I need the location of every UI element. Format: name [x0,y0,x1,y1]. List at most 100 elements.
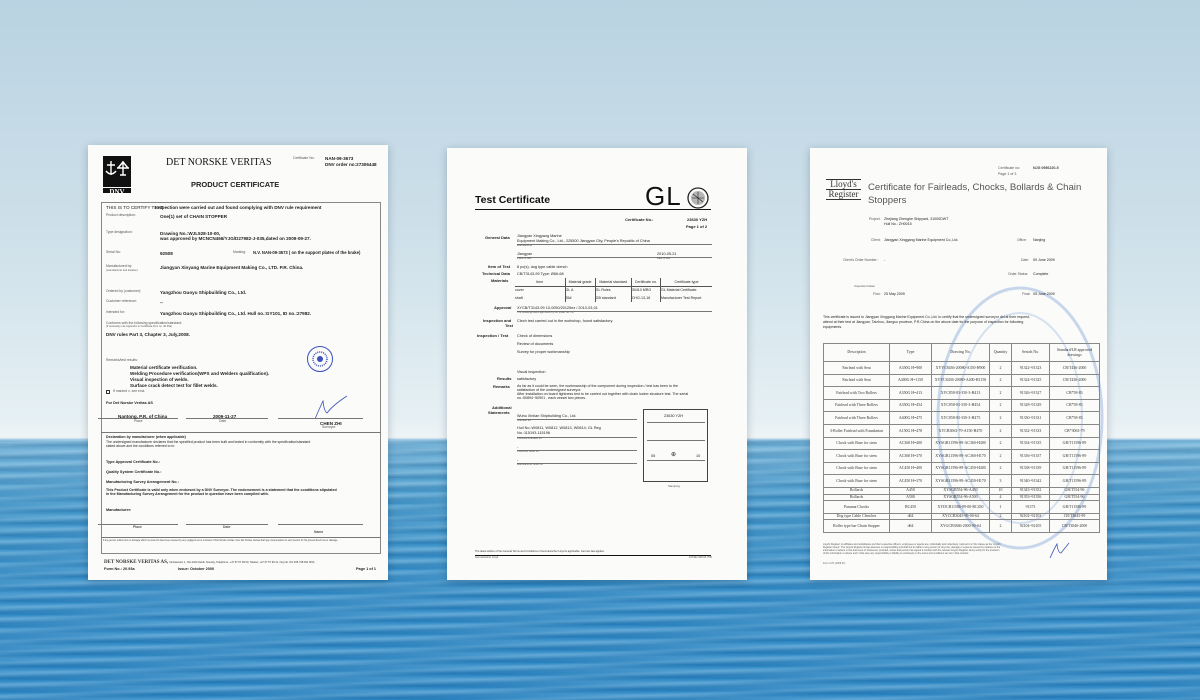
item-label: Item of Test [488,264,511,269]
remarks-label: Remarks/test results: [106,358,138,362]
table-cell: XYC858-83-350-3-H413 [931,386,990,400]
table-row: 3-Roller Fairlead with Foundation A150G H… [823,423,1100,438]
table-cell: XYSGB11596-89-AC360-H170 [931,449,990,463]
office-label: Office: [1017,238,1027,242]
field-line [517,311,712,312]
general-label: General Data [485,235,510,240]
table-cell: XYSGB554-96-A500 [931,493,990,502]
inspection-test-label-2: Test [505,323,513,328]
table-cell: 91332~91333 [1011,423,1050,438]
table-cell: shaft [515,296,523,300]
column-header: Drawing No. [931,343,990,362]
project-hull: Hull No.: ZH0015 [884,222,912,226]
place-value: Jiangyan [517,252,533,256]
table-cell: 91343~91352 [1011,486,1050,495]
dnv-logo: DNV [103,156,131,196]
stamp-line [647,422,705,423]
materials-table: Item Material grade Material standard Ce… [515,278,712,302]
table-cell: XYDCB11586-89-00-BC450 [931,500,990,514]
table-row: Chock with Base for stem AC450 H=400 XYSGB… [823,461,1100,476]
table-cell: CB/T3846-2000 [1049,519,1100,533]
approval-note: The drawings were approved by GL under r… [517,311,575,314]
table-cell: cover [515,288,524,293]
stamp-year: 10 [696,454,701,458]
table-row: Dog type Cable Clenches d64 XYCCB3045-99-0… [823,512,1100,521]
manufactured-label: Manufactured by: [106,264,133,268]
column-header: Standard/LR approved drawings [1049,343,1100,362]
stamp-line [647,460,705,461]
stamping-label: Stamping [668,484,680,488]
table-cell: Fairlead with Two Rollers [823,386,890,400]
gl-stamp-mark-icon: ⊕ [671,452,677,458]
table-header-row: Description Type Drawing No. Quantity Se… [823,343,1100,362]
remark-item: Visual inspection of welds. [130,377,189,382]
table-cell: CB*58-83 [1049,386,1100,400]
field-line [517,419,637,420]
title-underline [475,209,711,210]
additional-label-2: Statements [488,410,510,415]
table-cell: XYSGB11596-89-AC360-H400 [931,436,990,451]
table-cell: 92102~92103 [1011,512,1050,521]
form-number: Form 1174 (2008.07) [823,562,846,565]
column-header: Certificate type [659,278,712,287]
order-status-value: Complete [1033,272,1049,276]
column-header: Description [823,343,890,362]
page-title: PRODUCT CERTIFICATE [191,180,280,189]
type-approval-label: Type Approval Certificate No.: [106,460,161,464]
for-dnv: For Det Norske Veritas AS [106,401,153,405]
table-cell: XYC858-83-350-3-H475 [931,411,990,425]
intended-label: Intended for: [106,310,126,314]
table-row: Chock with Base for stem AC360 H=370 XYSGB… [823,449,1100,463]
table-row: Fairlead with Two Rollers A350G H=413 XYC8… [823,386,1100,400]
date-label: Date: [1021,258,1030,262]
table-cell: Chock with Base for stem [823,461,890,476]
inspection-test-value: Clech test carried out in the workshop, … [517,319,614,323]
hull-numbers: Hull No.:W0811, W0812, W0813, W0814; GL … [517,426,601,430]
footer-note: The latest edition of the General Terms … [475,550,605,553]
table-cell: CB*58-83 [1049,398,1100,413]
table-cell: 2 [989,423,1012,438]
continue-value: - [517,445,519,449]
table-cell: 91340~91342 [1011,474,1050,488]
inspection-item: Survey for proper workmanship [517,350,570,354]
remarks-text: After installation on board tightness te… [517,392,689,396]
results-value: satisfactory [517,377,537,381]
office-value: Nanjing [1033,238,1046,242]
column-header: Material grade [564,278,596,287]
table-cell: Manufacturer Test Report [659,294,712,302]
inspection-test-label: Inspection and [483,318,512,323]
table-cell: GB/T554-96 [1049,486,1100,495]
table-cell: 3 [989,474,1012,488]
table-cell: A350G H=900 [889,361,932,375]
ordered-label: Ordered by (customer): [106,289,142,293]
table-cell: BC450 [889,500,932,514]
table-cell: 2 [989,373,1012,388]
surveyor-label: Surveyor [322,425,336,429]
logo-text: Lloyd's [830,179,857,189]
table-cell: XYCCB3045-99-00-64 [931,512,990,521]
table-row: cover GL A GL Rules 30410 MRG GL Materia… [515,286,712,294]
remarks-text: As far as it could be seen, the workmans… [517,384,679,388]
customer-order-label: Customer order no. [517,450,540,453]
inspection-item: Visual inspection [517,370,546,374]
table-cell: XYCB3063-79-A150-H470 [931,423,990,438]
table-cell: 10 [989,486,1012,495]
lloyds-register-certificate: Certificate no: NJG 0956220-5 Page 1 of … [810,148,1107,580]
table-cell: 2 [989,461,1012,476]
table-cell: 91334~91335 [1011,436,1050,451]
manufacturer-name: Jiangyan Xingyang Marine [517,234,562,238]
footer-disclaimer: Register Group'. The Lloyd's Register Gr… [823,546,1001,549]
table-cell: 2 [989,519,1012,533]
table-cell: GL Material Certificate [659,286,712,294]
logo-text-2: Register [826,189,861,199]
tech-label: Technical Data [482,271,510,276]
table-cell: Fairlead with Seat [823,361,890,375]
table-cell: CB/T3045-99 [1049,512,1100,521]
date-label: Date of test [657,257,671,260]
footer-line: DET NORSKE VERITAS AS, Veritasveien 1, N… [104,560,315,565]
date-value: 2009-11-27 [213,414,237,419]
quality-system-label: Quality System Certificate No.: [106,470,162,474]
table-cell: 91328~91329 [1011,398,1050,413]
table-cell: 2 [989,411,1012,425]
table-cell: CB/T436-2000 [1049,361,1100,375]
